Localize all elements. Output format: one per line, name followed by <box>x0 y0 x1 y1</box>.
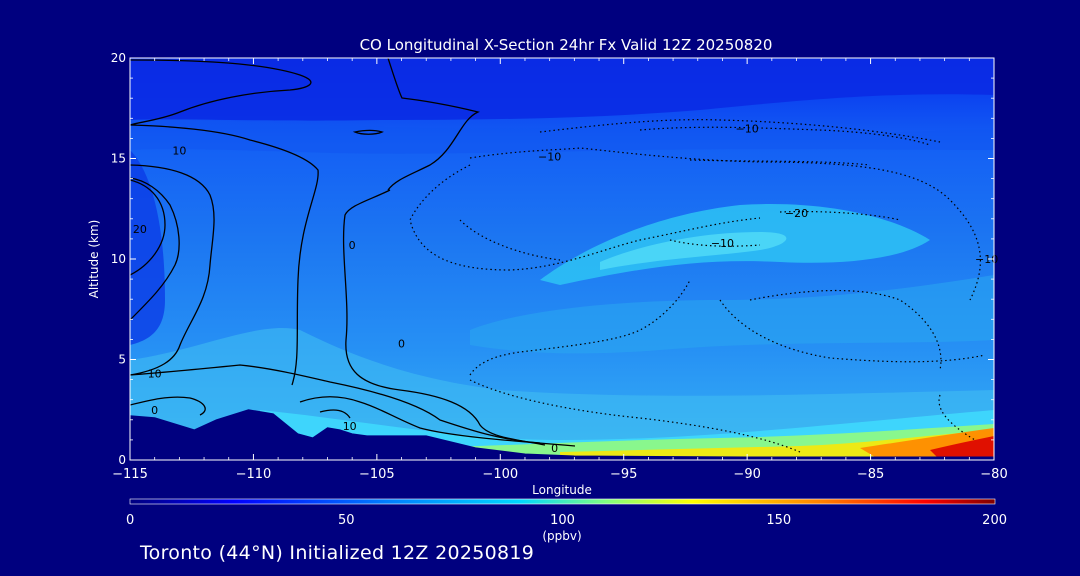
contour-line <box>469 279 691 376</box>
contour-value-label: 10 <box>148 368 162 381</box>
x-tick-label: −90 <box>733 467 760 482</box>
colorbar-tick-label: 200 <box>982 513 1007 528</box>
contour-value-label: 20 <box>133 223 147 236</box>
x-axis-label: Longitude <box>532 483 592 497</box>
contour-value-label: 0 <box>151 404 158 417</box>
contour-labels: −10 −10 −20 −10 −10 10 20 0 0 10 0 10 0 <box>133 122 998 455</box>
contour-line <box>459 219 561 261</box>
terrain-mask <box>130 409 994 460</box>
contour-value-label: 10 <box>172 144 186 157</box>
colorbar-tick-label: 50 <box>338 513 355 528</box>
colorbar-tick-label: 100 <box>550 513 575 528</box>
upper-band-2 <box>130 119 994 154</box>
contour-line <box>469 379 801 453</box>
y-axis: 0 5 10 15 20 <box>111 51 994 467</box>
contour-line <box>130 177 180 321</box>
y-tick-label: 20 <box>111 51 126 65</box>
contour-line <box>719 299 986 363</box>
contour-value-label: −10 <box>538 151 561 164</box>
contour-value-label: 0 <box>551 442 558 455</box>
y-tick-label: 10 <box>111 252 126 266</box>
contour-line <box>409 164 761 271</box>
contour-value-label: 0 <box>398 337 405 350</box>
left-dark-column <box>130 150 165 345</box>
contour-line <box>130 59 312 126</box>
contour-line <box>387 58 480 191</box>
contour-line <box>342 189 546 446</box>
contour-line <box>299 396 576 447</box>
contour-value-label: 10 <box>343 420 357 433</box>
positive-contours <box>130 58 576 447</box>
y-axis-label: Altitude (km) <box>87 220 101 299</box>
x-tick-label: −100 <box>482 467 518 482</box>
contour-value-label: 0 <box>349 239 356 252</box>
contour-line <box>352 129 384 135</box>
contour-line <box>130 124 319 386</box>
contour-line <box>539 119 941 143</box>
colorbar <box>129 498 996 505</box>
contour-value-label: −20 <box>785 207 808 220</box>
chart-title: CO Longitudinal X-Section 24hr Fx Valid … <box>360 36 773 54</box>
colorbar-unit-label: (ppbv) <box>542 529 581 543</box>
mid-altitude-plume-core <box>600 232 787 270</box>
x-tick-label: −80 <box>980 467 1007 482</box>
contour-line <box>130 164 215 376</box>
surface-layer-red <box>930 436 994 460</box>
x-tick-label: −85 <box>857 467 884 482</box>
x-tick-label: −95 <box>610 467 637 482</box>
x-tick-label: −110 <box>236 467 272 482</box>
y-tick-label: 15 <box>111 152 126 166</box>
colorbar-tick-label: 0 <box>126 513 134 528</box>
x-tick-label: −105 <box>359 467 395 482</box>
contour-line <box>130 179 166 276</box>
negative-contours <box>409 119 986 453</box>
footer-caption: Toronto (44°N) Initialized 12Z 20250819 <box>140 542 535 564</box>
contour-value-label: −10 <box>736 122 759 135</box>
x-tick-label: −115 <box>112 467 148 482</box>
upper-low-concentration-band <box>130 58 994 121</box>
contour-line <box>319 409 351 419</box>
y-tick-label: 5 <box>118 353 126 367</box>
colorbar-tick-label: 150 <box>766 513 791 528</box>
contour-value-label: −10 <box>975 253 998 266</box>
contour-line <box>130 364 541 444</box>
colorbar-ticks: 0 50 100 150 200 <box>126 513 1007 528</box>
y-tick-label: 0 <box>118 453 126 467</box>
x-axis: −115 −110 −105 −100 −95 −90 −85 −80 <box>112 58 1008 482</box>
contour-value-label: −10 <box>711 237 734 250</box>
contour-line <box>130 396 206 416</box>
contour-line <box>779 210 901 221</box>
